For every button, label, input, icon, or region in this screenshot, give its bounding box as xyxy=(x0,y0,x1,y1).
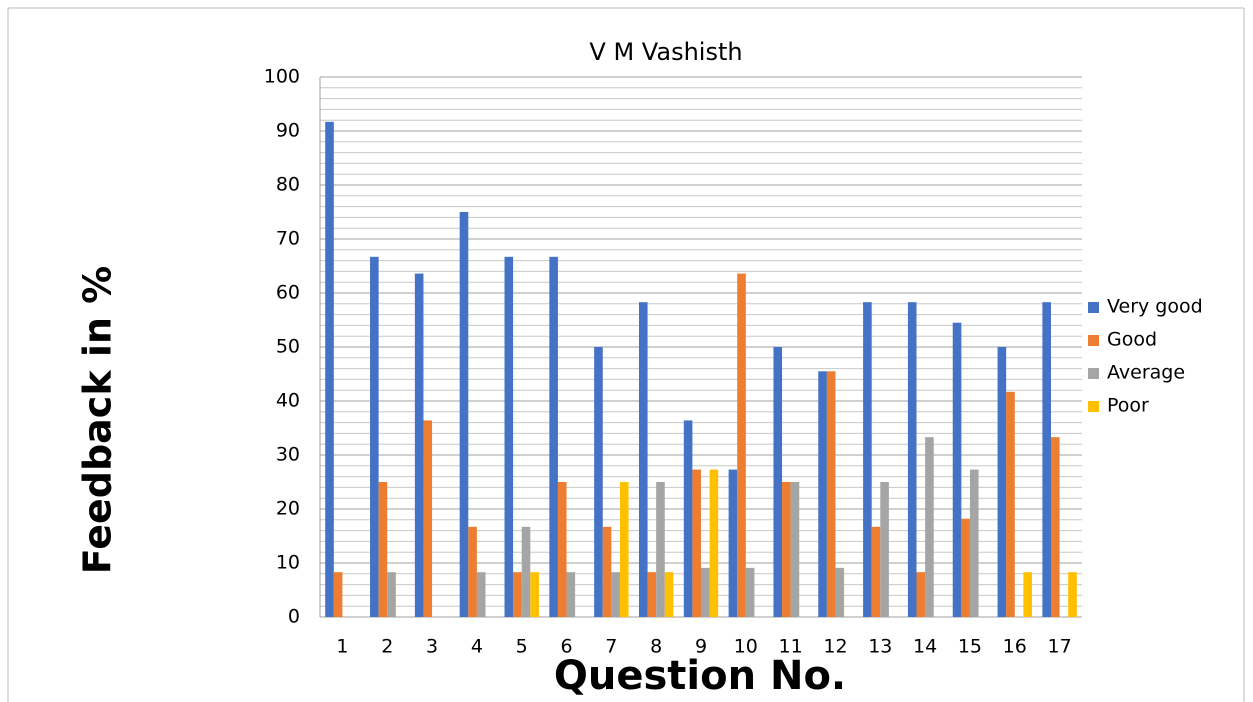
bar xyxy=(737,273,746,617)
chart-title: V M Vashisth xyxy=(589,38,742,66)
legend-swatch xyxy=(1088,368,1099,379)
bar xyxy=(638,302,648,617)
bar xyxy=(997,347,1007,617)
legend-label: Very good xyxy=(1107,296,1203,318)
bar xyxy=(1006,391,1015,617)
legend-label: Average xyxy=(1107,362,1185,384)
y-tick-label: 70 xyxy=(276,228,300,250)
bar xyxy=(459,212,469,617)
x-tick-label: 16 xyxy=(1003,636,1027,658)
bar xyxy=(925,437,934,617)
bar xyxy=(683,420,693,617)
x-tick-label: 5 xyxy=(516,636,528,658)
bar xyxy=(952,322,962,617)
x-tick-label: 9 xyxy=(695,636,707,658)
bar xyxy=(692,469,701,617)
bar xyxy=(790,482,800,617)
legend-label: Good xyxy=(1107,329,1157,351)
y-tick-label: 80 xyxy=(276,174,300,196)
bar xyxy=(513,572,522,617)
bar xyxy=(594,347,603,617)
y-tick-label: 40 xyxy=(276,390,300,412)
bar xyxy=(782,482,791,617)
x-tick-label: 2 xyxy=(381,636,393,658)
bar xyxy=(835,567,845,617)
bar xyxy=(916,572,926,617)
x-tick-label: 8 xyxy=(650,636,662,658)
x-axis-title: Question No. xyxy=(554,653,846,699)
bar xyxy=(969,469,979,617)
legend-swatch xyxy=(1088,302,1099,313)
x-tick-label: 10 xyxy=(734,636,758,658)
x-tick-label: 17 xyxy=(1047,636,1071,658)
bar xyxy=(521,526,531,617)
y-tick-label: 90 xyxy=(276,120,300,142)
bar xyxy=(530,572,539,617)
bar xyxy=(907,302,917,617)
y-axis-title: Feedback in % xyxy=(76,266,120,574)
y-tick-label: 20 xyxy=(276,498,300,520)
bar xyxy=(325,121,334,617)
bar xyxy=(476,572,486,617)
x-tick-label: 12 xyxy=(823,636,847,658)
bar xyxy=(863,302,872,617)
y-tick-label: 100 xyxy=(264,66,300,88)
legend-swatch xyxy=(1088,401,1099,412)
bar xyxy=(961,518,970,617)
bar xyxy=(378,482,388,617)
bar xyxy=(1023,572,1032,617)
x-tick-label: 15 xyxy=(958,636,982,658)
x-tick-label: 4 xyxy=(471,636,483,658)
bar xyxy=(504,256,514,617)
y-tick-label: 30 xyxy=(276,444,300,466)
legend-label: Poor xyxy=(1107,395,1149,417)
y-tick-label: 60 xyxy=(276,282,300,304)
y-tick-label: 50 xyxy=(276,336,300,358)
bar xyxy=(728,469,738,617)
x-tick-label: 11 xyxy=(779,636,803,658)
x-tick-label: 14 xyxy=(913,636,937,658)
bar xyxy=(1042,302,1051,617)
bar xyxy=(701,567,710,617)
bar xyxy=(818,371,827,617)
bar xyxy=(387,572,396,617)
bar xyxy=(709,469,719,617)
bar xyxy=(1068,572,1077,617)
bar xyxy=(423,420,433,617)
legend-swatch xyxy=(1088,335,1099,346)
bar xyxy=(468,526,477,617)
bar xyxy=(414,273,424,617)
bar xyxy=(566,572,576,617)
bar xyxy=(871,526,881,617)
bar xyxy=(611,572,620,617)
bar xyxy=(656,482,665,617)
x-tick-label: 3 xyxy=(426,636,438,658)
x-tick-label: 7 xyxy=(605,636,617,658)
bar xyxy=(773,347,783,617)
bar xyxy=(619,482,629,617)
bar xyxy=(826,371,836,617)
bar xyxy=(602,526,612,617)
x-tick-label: 6 xyxy=(560,636,572,658)
bar xyxy=(647,572,657,617)
y-tick-label: 0 xyxy=(288,606,300,628)
x-tick-label: 13 xyxy=(868,636,892,658)
bar xyxy=(664,572,674,617)
bar xyxy=(370,256,379,617)
bar xyxy=(1050,437,1060,617)
bar xyxy=(880,482,889,617)
x-tick-label: 1 xyxy=(336,636,348,658)
y-tick-label: 10 xyxy=(276,552,300,574)
bar xyxy=(549,256,558,617)
bar xyxy=(745,567,755,617)
bar xyxy=(333,572,343,617)
bar xyxy=(557,482,567,617)
